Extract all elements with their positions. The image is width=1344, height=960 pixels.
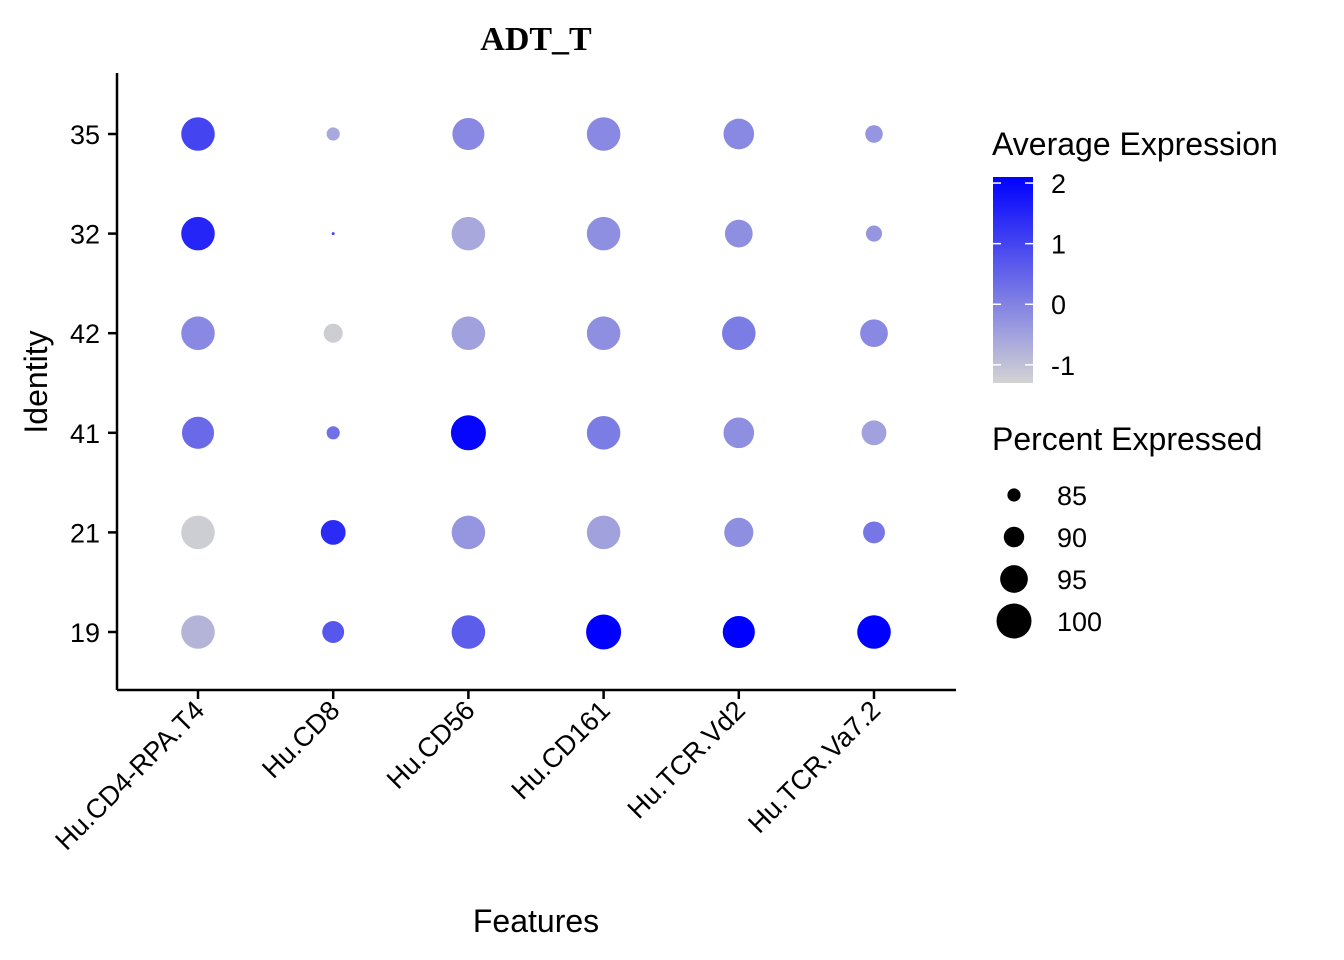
size-legend-dot (1000, 565, 1028, 593)
x-tick-label: Hu.TCR.Va7.2 (742, 695, 886, 839)
size-legend-dot (1007, 488, 1021, 502)
dot-Hu.CD56-41 (450, 415, 486, 451)
dot-Hu.CD4-RPA.T4-19 (181, 615, 215, 649)
dot-Hu.CD56-21 (451, 515, 486, 550)
dot-Hu.TCR.Va7.2-21 (863, 521, 885, 544)
size-legend-label: 95 (1057, 565, 1087, 595)
dot-Hu.TCR.Vd2-21 (724, 517, 754, 547)
y-tick-label: 41 (70, 419, 100, 449)
y-tick-label: 35 (70, 120, 100, 150)
dot-Hu.CD4-RPA.T4-35 (181, 117, 215, 151)
dot-Hu.CD161-35 (586, 117, 621, 151)
dot-Hu.CD161-19 (586, 614, 622, 650)
dot-Hu.TCR.Vd2-41 (723, 417, 755, 449)
dot-Hu.CD8-42 (323, 323, 343, 343)
dot-Hu.CD4-RPA.T4-42 (181, 316, 215, 350)
size-legend-label: 85 (1057, 481, 1087, 511)
size-legend-dot (996, 603, 1032, 639)
dot-Hu.TCR.Va7.2-19 (857, 615, 891, 649)
dot-Hu.CD8-21 (320, 519, 346, 545)
dot-Hu.TCR.Va7.2-42 (860, 319, 888, 348)
color-legend-title: Average Expression (992, 126, 1278, 162)
dot-Hu.CD161-42 (586, 316, 621, 350)
dot-Hu.CD8-32 (331, 232, 335, 236)
color-bar-ticks: 2 1 0 -1 (993, 169, 1075, 381)
dot-Hu.CD56-42 (451, 316, 486, 350)
y-tick-label: 42 (70, 319, 100, 349)
dot-Hu.CD56-35 (452, 117, 485, 151)
color-bar-tick-label: 0 (1051, 290, 1066, 320)
dot-Hu.CD4-RPA.T4-41 (181, 416, 215, 449)
dot-Hu.CD4-RPA.T4-21 (181, 515, 215, 550)
dot-Hu.CD8-41 (326, 426, 340, 440)
size-legend-title: Percent Expressed (992, 421, 1262, 457)
dot-Hu.CD8-35 (326, 127, 340, 141)
dot-Hu.TCR.Vd2-19 (722, 615, 755, 649)
dot-Hu.CD161-41 (586, 416, 621, 450)
x-axis: Hu.CD4-RPA.T4 Hu.CD8 Hu.CD56 Hu.CD161 Hu.TCR… (49, 690, 886, 856)
y-tick-label: 21 (70, 518, 100, 548)
dot-Hu.CD161-32 (586, 216, 621, 251)
dot-Hu.CD8-19 (322, 621, 345, 643)
dot-Hu.TCR.Vd2-35 (723, 118, 755, 150)
x-tick-label: Hu.CD4-RPA.T4 (49, 695, 210, 856)
y-tick-label: 19 (70, 618, 100, 648)
size-legend-label: 90 (1057, 523, 1087, 553)
dot-Hu.CD56-19 (451, 615, 486, 649)
chart-title: ADT_T (480, 21, 592, 58)
y-axis: 35 32 42 41 21 19 (70, 120, 117, 648)
dot-Hu.CD161-21 (586, 515, 621, 550)
x-tick-label: Hu.CD161 (505, 695, 615, 805)
color-bar-tick-label: 1 (1051, 230, 1066, 260)
y-tick-label: 32 (70, 220, 100, 250)
dot-Hu.TCR.Va7.2-35 (865, 125, 883, 143)
x-tick-label: Hu.TCR.Vd2 (622, 695, 751, 824)
dot-Hu.CD4-RPA.T4-32 (181, 216, 215, 251)
dot-Hu.TCR.Va7.2-32 (865, 225, 883, 242)
dot-Hu.TCR.Va7.2-41 (861, 420, 887, 446)
x-tick-label: Hu.CD8 (256, 695, 345, 784)
dot-Hu.CD56-32 (451, 216, 486, 251)
y-axis-label: Identity (18, 330, 54, 433)
size-legend-label: 100 (1057, 607, 1102, 637)
color-bar-tick-label: -1 (1051, 351, 1075, 381)
size-legend-dot (1003, 526, 1025, 548)
x-axis-label: Features (473, 903, 599, 939)
color-bar-tick-label: 2 (1051, 169, 1066, 199)
color-bar (993, 177, 1033, 383)
x-tick-label: Hu.CD56 (381, 695, 481, 795)
dot-Hu.TCR.Vd2-32 (724, 219, 753, 248)
size-legend-entries: 85 90 95 100 (996, 481, 1102, 639)
dot-layer (181, 117, 891, 650)
legend: Average Expression 2 1 0 -1 Percent Express… (992, 126, 1278, 639)
dot-Hu.TCR.Vd2-42 (722, 316, 756, 350)
